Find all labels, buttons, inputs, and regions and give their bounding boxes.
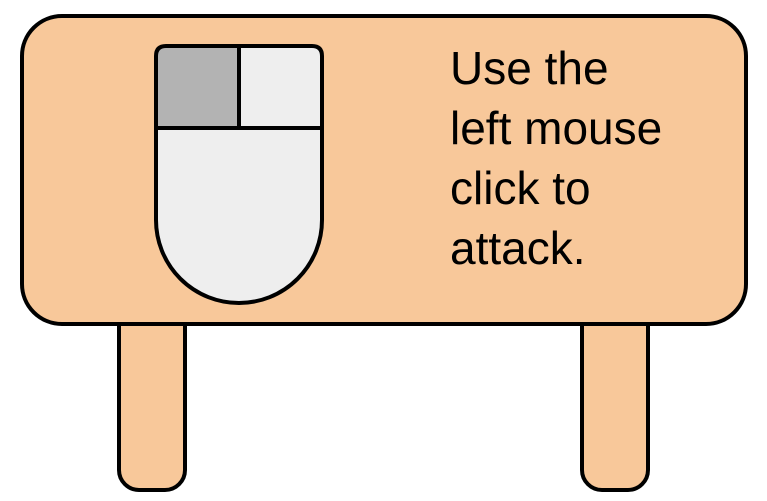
instruction-line: Use the: [450, 42, 609, 94]
mouse-icon: [154, 44, 324, 305]
instruction-line: attack.: [450, 222, 586, 274]
sign-leg-left: [117, 298, 187, 492]
mouse-body: [154, 126, 324, 305]
instruction-line: click to: [450, 162, 591, 214]
mouse-right-button: [237, 44, 324, 130]
instruction-line: left mouse: [450, 102, 663, 154]
mouse-left-button: [154, 44, 241, 130]
sign-leg-right: [580, 298, 650, 492]
instruction-text: Use the left mouse click to attack.: [450, 38, 730, 278]
sign-legs: [117, 298, 650, 492]
